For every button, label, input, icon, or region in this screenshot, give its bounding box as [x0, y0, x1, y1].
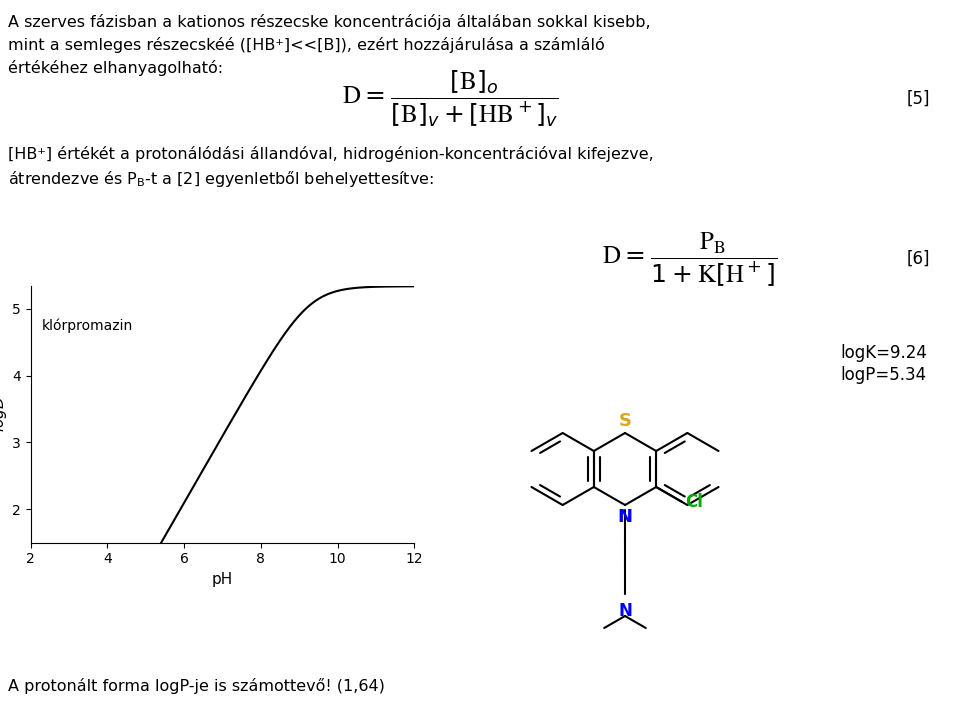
Text: $\mathregular{D} = \dfrac{[\mathregular{B}]_o}{[\mathregular{B}]_v + [\mathregul: $\mathregular{D} = \dfrac{[\mathregular{… — [341, 69, 558, 129]
Text: [6]: [6] — [906, 250, 930, 268]
Text: [HB⁺] értékét a protonálódási állandóval, hidrogénion-koncentrációval kifejezve,: [HB⁺] értékét a protonálódási állandóval… — [8, 146, 654, 162]
Text: S: S — [619, 412, 631, 430]
Text: A protonált forma logP-je is számottevő! (1,64): A protonált forma logP-je is számottevő!… — [8, 678, 385, 694]
Text: N: N — [618, 508, 633, 526]
Y-axis label: log$D$: log$D$ — [0, 396, 10, 432]
Text: [5]: [5] — [906, 90, 930, 108]
Text: értékéhez elhanyagolható:: értékéhez elhanyagolható: — [8, 60, 223, 76]
Text: logK=9.24: logK=9.24 — [840, 344, 927, 362]
Text: A szerves fázisban a kationos részecske koncentrációja általában sokkal kisebb,: A szerves fázisban a kationos részecske … — [8, 14, 650, 30]
Text: logP=5.34: logP=5.34 — [840, 366, 926, 384]
Text: átrendezve és $\mathrm{P_B}$-t a [2] egyenletből behelyettesítve:: átrendezve és $\mathrm{P_B}$-t a [2] egy… — [8, 169, 433, 189]
Text: Cl: Cl — [685, 493, 703, 511]
Text: klórpromazin: klórpromazin — [42, 319, 133, 333]
X-axis label: pH: pH — [212, 572, 233, 587]
Text: mint a semleges részecskéé ([HB⁺]<<[B]), ezért hozzájárulása a számláló: mint a semleges részecskéé ([HB⁺]<<[B]),… — [8, 37, 605, 53]
Text: $\mathregular{D} = \dfrac{\mathregular{P}_\mathregular{B}}{1 + \mathregular{K}[\: $\mathregular{D} = \dfrac{\mathregular{P… — [602, 230, 778, 288]
Text: N: N — [618, 602, 632, 620]
